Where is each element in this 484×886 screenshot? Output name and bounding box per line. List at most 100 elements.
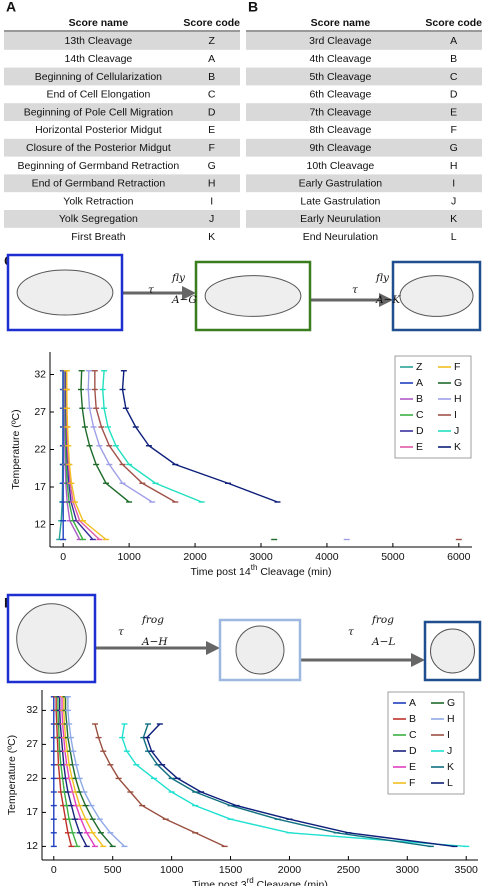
tau-sub: A−H xyxy=(141,636,168,648)
x-tick-label: 2500 xyxy=(337,864,361,876)
row-band xyxy=(4,67,240,86)
table-cell: 13th Cleavage xyxy=(65,35,133,47)
row-band xyxy=(4,210,240,228)
legend-box xyxy=(387,691,465,795)
table-cell: Early Gastrulation xyxy=(299,178,383,190)
x-tick-label: 3000 xyxy=(396,864,420,876)
y-tick-label: 12 xyxy=(26,840,38,852)
x-tick-label: 2000 xyxy=(183,551,207,563)
series-line xyxy=(55,696,73,847)
table-cell: A xyxy=(450,35,457,47)
tau-sub: A−G xyxy=(171,294,197,306)
x-tick-label: 500 xyxy=(104,864,122,876)
y-axis-label: Temperature (ºC) xyxy=(10,409,22,489)
x-tick-label: 3500 xyxy=(455,864,479,876)
legend-label: B xyxy=(416,393,423,405)
series-line xyxy=(63,696,104,847)
arrow-head xyxy=(182,286,196,300)
table-cell: B xyxy=(450,53,457,65)
series-line xyxy=(94,723,225,848)
embryo xyxy=(204,275,302,317)
legend-label: C xyxy=(409,729,417,741)
legend-label: F xyxy=(409,777,415,789)
arrow-head xyxy=(206,641,220,655)
table-cell: 9th Cleavage xyxy=(309,142,371,154)
x-tick-label: 2000 xyxy=(278,864,302,876)
panel-label: A xyxy=(6,0,16,15)
legend-label: B xyxy=(409,713,416,725)
table-cell: Horizontal Posterior Midgut xyxy=(35,124,162,136)
row-band xyxy=(4,103,240,121)
tau-symbol: τ xyxy=(148,284,154,296)
table-cell: 14th Cleavage xyxy=(65,53,133,65)
row-band xyxy=(246,32,482,50)
embryo xyxy=(430,628,475,674)
table-cell: 5th Cleavage xyxy=(309,71,371,83)
table-cell: H xyxy=(208,178,216,190)
series-line xyxy=(121,723,467,848)
table-cell: K xyxy=(450,213,457,225)
legend-label: K xyxy=(447,761,454,773)
legend-label: A xyxy=(409,697,416,709)
table-cell: 8th Cleavage xyxy=(309,124,371,136)
tau-symbol: τ xyxy=(118,626,124,638)
x-tick-label: 1500 xyxy=(219,864,243,876)
series-line xyxy=(94,370,176,503)
y-tick-label: 12 xyxy=(34,518,46,530)
table-cell: 10th Cleavage xyxy=(307,160,375,172)
embryo xyxy=(399,275,474,317)
table-cell: Closure of the Posterior Midgut xyxy=(26,142,171,154)
row-band xyxy=(246,210,482,228)
series-line xyxy=(142,723,431,848)
legend-label: A xyxy=(416,377,423,389)
table-cell: K xyxy=(208,231,215,243)
table-cell: B xyxy=(208,71,215,83)
tau-sub: A−L xyxy=(371,636,395,648)
legend-label: J xyxy=(454,425,459,437)
table-cell: Yolk Retraction xyxy=(63,195,133,207)
tau-symbol: τ xyxy=(352,284,358,296)
y-tick-label: 17 xyxy=(26,806,38,818)
row-band xyxy=(246,103,482,121)
table-cell: I xyxy=(452,178,455,190)
table-cell: Beginning of Germband Retraction xyxy=(18,160,180,172)
table-cell: A xyxy=(208,53,215,65)
legend-label: I xyxy=(447,729,450,741)
x-tick-label: 4000 xyxy=(315,551,339,563)
row-band xyxy=(246,138,482,157)
x-tick-label: 1000 xyxy=(160,864,184,876)
table-cell: I xyxy=(210,195,213,207)
legend-label: G xyxy=(447,697,455,709)
tau-sub: A−K xyxy=(375,294,401,306)
y-tick-label: 27 xyxy=(26,738,38,750)
series-line xyxy=(64,696,114,847)
x-axis-label-part: Cleavage (min) xyxy=(254,879,328,886)
series-line xyxy=(67,696,125,847)
table-cell: Yolk Segregation xyxy=(59,213,138,225)
x-axis-label-part: rd xyxy=(247,876,254,885)
tau-sup: frog xyxy=(141,614,164,626)
tau-sup: fly xyxy=(171,272,186,284)
series-line xyxy=(146,723,455,848)
table-cell: Late Gastrulation xyxy=(300,195,380,207)
table-cell: First Breath xyxy=(71,231,125,243)
table-cell: J xyxy=(209,213,214,225)
series-line xyxy=(121,370,278,503)
x-axis-label: Time post 14th Cleavage (min) xyxy=(190,563,331,578)
table-cell: End of Cell Elongation xyxy=(46,89,150,101)
x-axis-label-part: Cleavage (min) xyxy=(257,566,331,578)
x-tick-label: 3000 xyxy=(249,551,273,563)
legend-label: Z xyxy=(416,361,423,373)
y-tick-label: 17 xyxy=(34,481,46,493)
series-line xyxy=(102,370,202,503)
tau-sup: fly xyxy=(375,272,390,284)
series-line xyxy=(66,370,107,541)
legend-label: E xyxy=(409,761,416,773)
x-tick-label: 6000 xyxy=(447,551,471,563)
series-line xyxy=(64,370,84,540)
x-tick-label: 5000 xyxy=(381,551,405,563)
legend-label: E xyxy=(416,441,423,453)
y-tick-label: 22 xyxy=(26,772,38,784)
arrow-head xyxy=(411,653,425,667)
tau-symbol: τ xyxy=(348,626,354,638)
